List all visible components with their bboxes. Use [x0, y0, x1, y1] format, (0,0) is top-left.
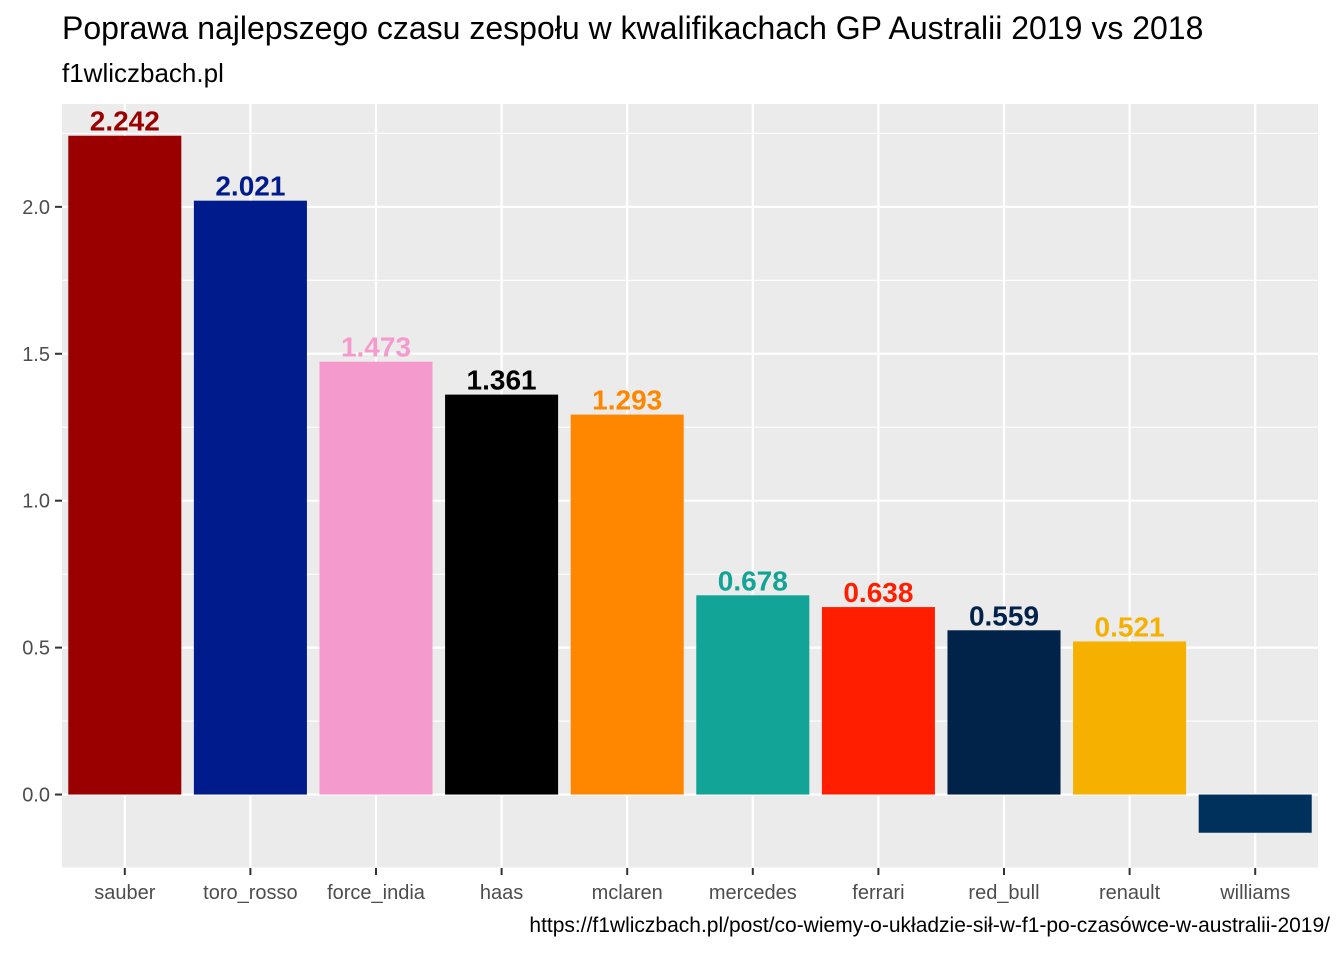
x-tick-label: renault	[1099, 882, 1161, 904]
data-label-mclaren: 1.293	[592, 385, 662, 416]
bar-force_india	[319, 361, 433, 795]
x-tick-label: williams	[1219, 882, 1290, 904]
data-label-force_india: 1.473	[341, 332, 411, 363]
chart-title: Poprawa najlepszego czasu zespołu w kwal…	[62, 10, 1204, 46]
bar-haas	[445, 394, 559, 795]
bar-red_bull	[947, 630, 1061, 795]
data-label-sauber: 2.242	[90, 106, 160, 137]
x-tick-label: red_bull	[968, 882, 1039, 904]
bar-mclaren	[570, 414, 684, 795]
bar-sauber	[68, 135, 182, 795]
x-tick-label: force_india	[327, 882, 426, 904]
y-axis: 0.0 0.5 1.0 1.5 2.0	[22, 197, 62, 807]
y-tick-label: 1.5	[22, 344, 50, 366]
bar-williams	[1198, 794, 1312, 833]
x-tick-label: mercedes	[709, 882, 797, 904]
bar-toro_rosso	[193, 200, 307, 795]
data-labels: 2.242 2.021 1.473 1.361 1.293 0.678 0.638 0.559…	[90, 106, 1165, 643]
x-tick-label: toro_rosso	[203, 882, 298, 904]
y-tick-label: 2.0	[22, 197, 50, 219]
chart-subtitle: f1wliczbach.pl	[62, 58, 224, 88]
data-label-ferrari: 0.638	[843, 577, 913, 608]
x-axis: sauber toro_rosso force_india haas mclaren me…	[94, 868, 1290, 904]
bar-mercedes	[696, 595, 810, 795]
x-tick-label: ferrari	[852, 882, 904, 904]
bar-ferrari	[821, 607, 935, 795]
data-label-renault: 0.521	[1095, 611, 1165, 642]
data-label-red_bull: 0.559	[969, 600, 1039, 631]
y-tick-label: 1.0	[22, 491, 50, 513]
x-tick-label: mclaren	[592, 882, 663, 904]
data-label-haas: 1.361	[467, 365, 537, 396]
bars	[68, 135, 1312, 833]
y-tick-label: 0.5	[22, 638, 50, 660]
y-tick-label: 0.0	[22, 785, 50, 807]
chart-caption: https://f1wliczbach.pl/post/co-wiemy-o-u…	[529, 914, 1330, 937]
bar-renault	[1073, 641, 1187, 795]
data-label-toro_rosso: 2.021	[215, 171, 285, 202]
data-label-mercedes: 0.678	[718, 565, 788, 596]
x-tick-label: sauber	[94, 882, 155, 904]
x-tick-label: haas	[480, 882, 523, 904]
